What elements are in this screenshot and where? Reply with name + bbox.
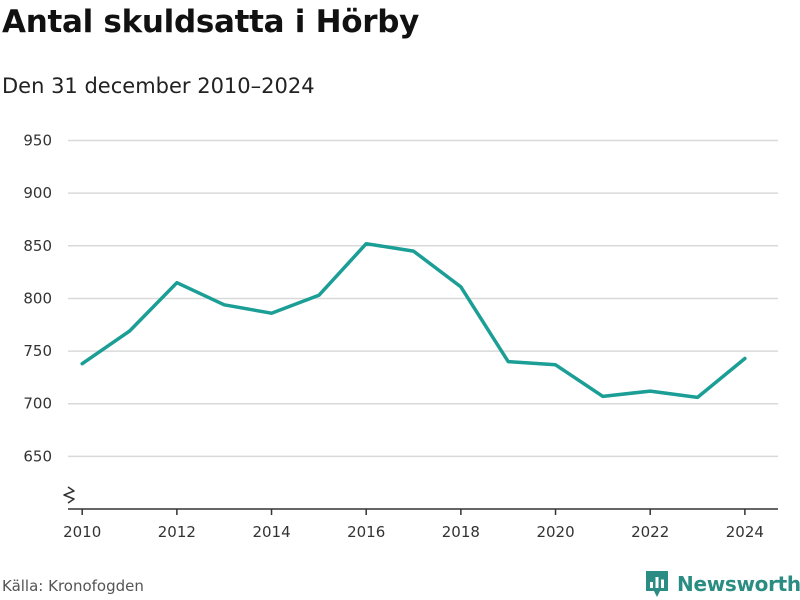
- x-tick-label: 2018: [442, 523, 480, 541]
- data-point-2018: [457, 283, 465, 291]
- data-point-2012: [173, 279, 181, 287]
- chart-subtitle: Den 31 december 2010–2024: [2, 74, 315, 98]
- data-point-2019: [504, 358, 512, 366]
- newsworthy-logo-icon: [646, 571, 668, 597]
- data-point-2015: [315, 291, 323, 299]
- x-axis-ticks: 2010 2012 2014 2016 2018 2020 2022 2024: [63, 509, 764, 541]
- axis-break-mark: [63, 486, 75, 504]
- x-tick-label: 2016: [347, 523, 385, 541]
- x-tick-label: 2014: [252, 523, 290, 541]
- brand-logo: Newsworthy: [644, 569, 800, 599]
- x-tick-label: 2022: [631, 523, 669, 541]
- data-point-2017: [410, 247, 418, 255]
- x-tick-label: 2020: [536, 523, 574, 541]
- y-tick-label: 800: [23, 289, 52, 307]
- y-tick-label: 750: [23, 342, 52, 360]
- data-point-2022: [646, 387, 654, 395]
- y-tick-label: 650: [23, 447, 52, 465]
- data-point-2023: [694, 393, 702, 401]
- y-tick-label: 700: [23, 395, 52, 413]
- y-axis-ticks: 650 700 750 800 850 900 950: [23, 132, 52, 466]
- data-point-2010: [78, 360, 86, 368]
- brand-name: Newsworthy: [677, 572, 800, 596]
- gridlines: [68, 139, 778, 458]
- source-note: Källa: Kronofogden: [2, 577, 144, 595]
- series-group: [78, 240, 749, 401]
- x-tick-label: 2024: [726, 523, 764, 541]
- data-point-2013: [220, 301, 228, 309]
- y-tick-label: 950: [23, 132, 52, 150]
- data-point-2014: [268, 309, 276, 317]
- data-point-2016: [362, 240, 370, 248]
- data-point-2024: [741, 354, 749, 362]
- chart-title: Antal skuldsatta i Hörby: [2, 4, 420, 40]
- y-tick-label: 900: [23, 184, 52, 202]
- series-line-0: [80, 241, 747, 400]
- data-point-2020: [552, 361, 560, 369]
- x-tick-label: 2012: [158, 523, 196, 541]
- y-tick-label: 850: [23, 237, 52, 255]
- axis-break-icon: [63, 486, 75, 504]
- data-point-2021: [599, 392, 607, 400]
- data-point-2011: [126, 327, 134, 335]
- x-tick-label: 2010: [63, 523, 101, 541]
